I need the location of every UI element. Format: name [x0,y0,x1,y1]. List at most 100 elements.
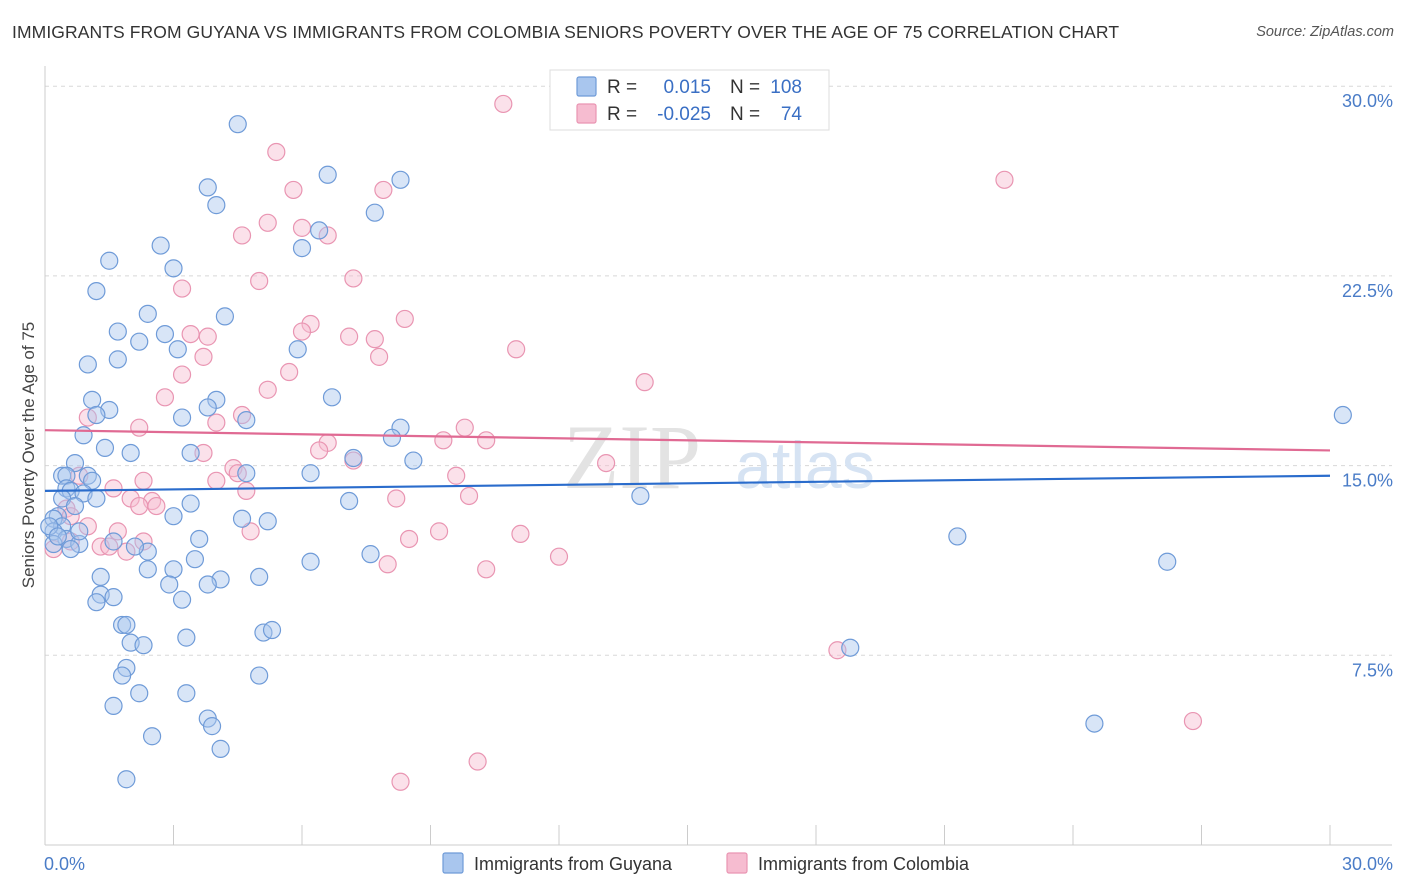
colombia-point [477,560,496,579]
guyana-point [155,324,175,344]
colombia-point [207,413,226,432]
colombia-point [155,388,175,407]
legend-r-label: R = [607,77,637,98]
colombia-point [597,453,616,473]
guyana-point [142,727,162,746]
guyana-point [108,350,127,369]
guyana-point [112,666,132,685]
series-legend: Immigrants from Guyana Immigrants from C… [442,852,970,874]
colombia-point [207,471,226,490]
guyana-point [164,507,183,526]
guyana-point [172,590,192,609]
guyana-point [262,620,282,640]
colombia-point [172,279,192,298]
guyana-point [65,496,85,516]
colombia-point [280,362,299,382]
guyana-point [112,615,132,635]
guyana-point [48,527,67,546]
guyana-point [130,332,149,351]
guyana-point [87,489,106,508]
guyana-point [181,494,200,513]
legend-r-label-2: R = [607,104,637,125]
guyana-point [237,410,256,430]
colombia-point [494,94,513,114]
colombia-point [108,522,127,541]
guyana-point [65,453,85,473]
guyana-point [288,340,307,359]
guyana-point [301,464,320,483]
guyana-point [87,405,106,425]
colombia-point [292,322,312,341]
guyana-point [344,448,363,468]
colombia-point [549,547,569,566]
guyana-point [87,593,106,612]
colombia-point [232,226,252,245]
guyana-point [121,443,140,463]
colombia-point [104,479,123,498]
colombia-point [250,271,269,291]
guyana-point [177,684,196,703]
colombia-point [130,418,149,437]
guyana-point [117,770,136,789]
chart-title: IMMIGRANTS FROM GUYANA VS IMMIGRANTS FRO… [12,22,1120,42]
guyana-point [232,509,252,528]
guyana-point [1333,405,1352,425]
guyana-point [250,567,269,587]
bottom-legend-guyana: Immigrants from Guyana [474,854,673,874]
legend-n-label-2: N = [730,104,760,125]
y-tick-label: 15.0% [1342,471,1393,491]
stats-legend: R = 0.015 N = 108 R = -0.025 N = 74 [549,69,830,131]
guyana-point [1085,714,1104,733]
colombia-point [635,373,654,392]
colombia-point [447,466,466,485]
bottom-legend-swatch-guyana [442,852,464,874]
colombia-point [344,269,363,288]
guyana-point [185,550,205,569]
colombia-point [434,431,453,450]
bottom-legend-colombia: Immigrants from Colombia [758,854,970,874]
guyana-point [631,486,650,506]
colombia-point [194,443,213,463]
colombia-point [399,529,419,549]
guyana-point [87,282,106,301]
colombia-point [130,496,149,516]
x-tick-label-max: 30.0% [1342,854,1393,874]
guyana-point [948,527,967,546]
colombia-point [378,555,397,574]
guyana-point [237,464,256,483]
guyana-point [1158,552,1177,571]
colombia-point [134,471,153,490]
guyana-point [164,259,183,278]
legend-swatch-colombia [576,103,597,124]
guyana-point [181,443,200,463]
guyana-point [172,408,192,427]
colombia-point [507,340,526,359]
colombia-point [340,327,359,346]
guyana-point [61,539,80,559]
guyana-point [258,512,277,531]
guyana-point [104,532,123,551]
colombia-point [78,517,97,536]
colombia-point [1183,711,1203,731]
guyana-point [215,307,234,326]
colombia-point [147,496,166,516]
colombia-point [395,309,414,329]
bottom-legend-swatch-colombia [726,852,748,874]
colombia-trend-line [44,429,1331,452]
guyana-point [207,196,226,215]
guyana-point [108,322,127,341]
series-colombia [44,94,1203,791]
guyana-point [104,696,123,715]
legend-swatch-guyana [576,76,597,97]
gridlines [45,85,1392,656]
colombia-point [429,522,449,541]
guyana-point [134,636,153,655]
y-tick-label: 30.0% [1342,91,1393,111]
guyana-point [104,588,123,607]
colombia-point [455,418,474,437]
guyana-point [198,178,217,197]
colombia-point [117,542,136,561]
colombia-point [258,380,277,399]
guyana-point [190,529,209,549]
